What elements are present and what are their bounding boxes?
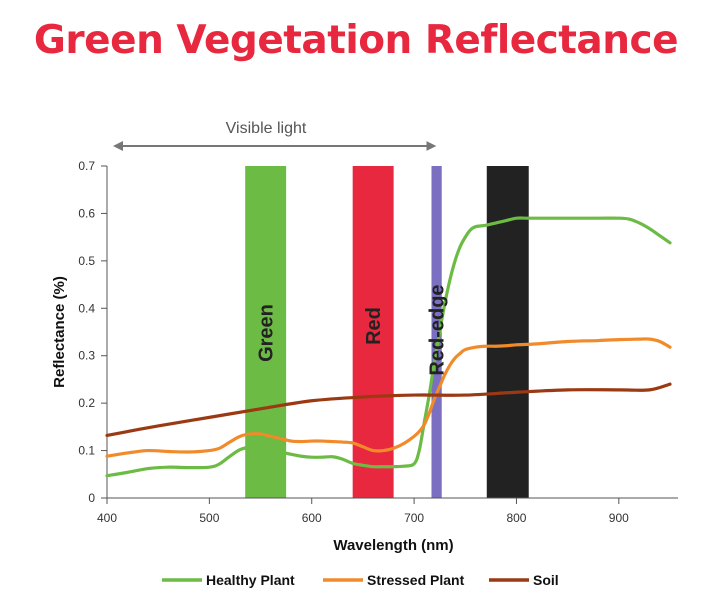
series-line-soil	[105, 382, 672, 437]
legend-label: Soil	[533, 572, 559, 588]
band-nir	[486, 166, 529, 498]
legend-item: Healthy Plant	[162, 572, 295, 588]
band-red	[352, 166, 394, 498]
visible-light-label: Visible light	[226, 120, 307, 137]
x-tick-label: 400	[97, 511, 117, 525]
x-tick-label: 500	[199, 511, 219, 525]
y-tick-label: 0.6	[78, 206, 95, 220]
series-line-stressed-plant	[105, 337, 672, 458]
y-tick-label: 0.4	[78, 301, 95, 315]
band-label: Green	[256, 304, 278, 362]
y-axis-title: Reflectance (%)	[51, 276, 68, 388]
y-tick-label: 0	[88, 491, 95, 505]
legend-item: Soil	[489, 572, 559, 588]
y-tick-label: 0.3	[78, 349, 95, 363]
y-tick-label: 0.1	[78, 444, 95, 458]
y-tick-label: 0.7	[78, 159, 95, 173]
legend-label: Stressed Plant	[367, 572, 465, 588]
band-green	[245, 166, 287, 498]
y-tick-label: 0.2	[78, 396, 95, 410]
series-line-healthy-plant	[105, 216, 672, 478]
x-tick-label: 700	[404, 511, 424, 525]
page-title: Green Vegetation Reflectance	[33, 18, 679, 63]
x-tick-label: 800	[506, 511, 526, 525]
y-tick-label: 0.5	[78, 254, 95, 268]
legend-item: Stressed Plant	[323, 572, 465, 588]
legend-label: Healthy Plant	[206, 572, 295, 588]
band-label: Red-edge	[427, 284, 449, 375]
band-red-edge	[431, 166, 442, 498]
band-label: Red	[363, 307, 385, 345]
x-axis-title: Wavelength (nm)	[333, 537, 453, 554]
x-tick-label: 900	[609, 511, 629, 525]
x-tick-label: 600	[302, 511, 322, 525]
